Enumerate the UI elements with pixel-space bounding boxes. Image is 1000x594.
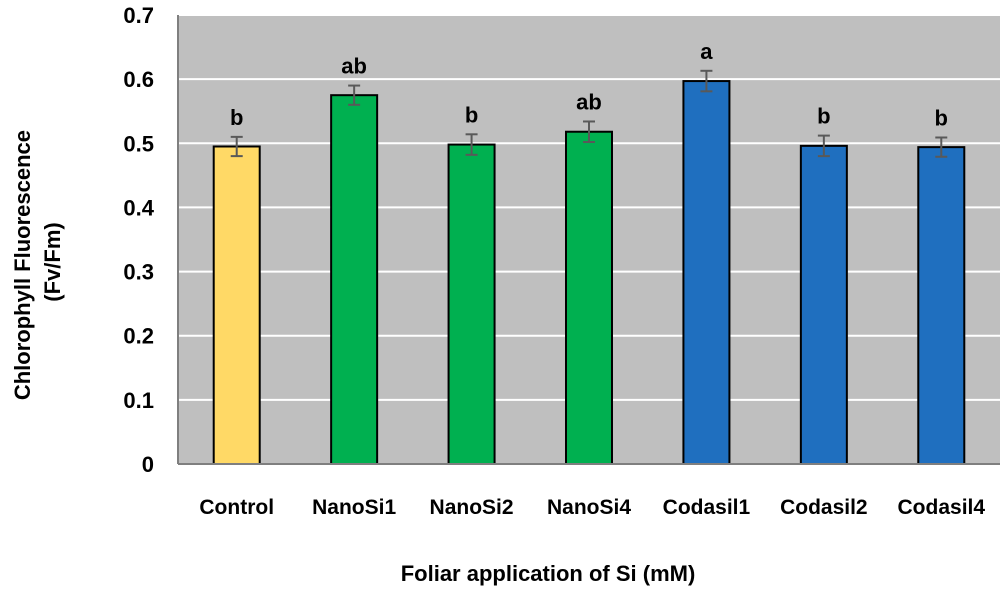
error-bar — [817, 134, 830, 158]
y-tick-label: 0.5 — [123, 131, 154, 156]
bar — [565, 130, 613, 466]
error-bar — [230, 135, 243, 158]
bar — [682, 80, 731, 466]
bar — [330, 94, 379, 466]
bar — [212, 145, 261, 465]
error-bar — [348, 84, 361, 106]
y-tick-label: 0.6 — [123, 67, 154, 92]
error-bar — [583, 120, 595, 144]
x-category-labels: Control NanoSi1 NanoSi2 NanoSi4 Codasil1 Coda… — [199, 496, 985, 519]
x-category-label: Control — [199, 496, 274, 519]
x-category-label: Codasil1 — [663, 496, 751, 519]
x-category-label: NanoSi1 — [312, 496, 396, 519]
error-bar — [935, 136, 948, 158]
bar — [917, 146, 966, 466]
y-axis-title-line-1: Chlorophyll Fluorescence — [10, 130, 35, 400]
x-category-label: Codasil2 — [780, 496, 868, 519]
significance-label: a — [700, 39, 713, 64]
bar — [447, 143, 496, 465]
error-bar — [700, 69, 713, 93]
bar — [799, 144, 848, 465]
x-category-label: NanoSi4 — [547, 496, 631, 519]
x-category-label: Codasil4 — [898, 496, 986, 519]
y-tick-label: 0.3 — [123, 260, 154, 285]
y-axis-title-line-2: (Fv/Fm) — [40, 222, 65, 301]
y-tick-label: 0.4 — [123, 195, 154, 220]
x-axis-title: Foliar application of Si (mM) — [401, 561, 696, 586]
significance-label: b — [817, 104, 830, 129]
error-bars — [230, 69, 948, 158]
y-axis-title: Chlorophyll Fluorescence (Fv/Fm) — [10, 124, 65, 400]
y-tick-label: 0 — [142, 452, 154, 477]
significance-label: ab — [341, 54, 367, 79]
y-tick-label: 0.7 — [123, 3, 154, 28]
y-tick-labels: 0 0.1 0.2 0.3 0.4 0.5 0.6 0.7 — [123, 3, 154, 477]
x-category-label: NanoSi2 — [430, 496, 514, 519]
significance-label: ab — [576, 89, 602, 114]
error-bar — [465, 133, 478, 156]
significance-label: b — [230, 105, 243, 130]
significance-label: b — [465, 102, 478, 127]
y-tick-label: 0.1 — [123, 388, 154, 413]
y-tick-label: 0.2 — [123, 324, 154, 349]
significance-label: b — [935, 106, 948, 131]
